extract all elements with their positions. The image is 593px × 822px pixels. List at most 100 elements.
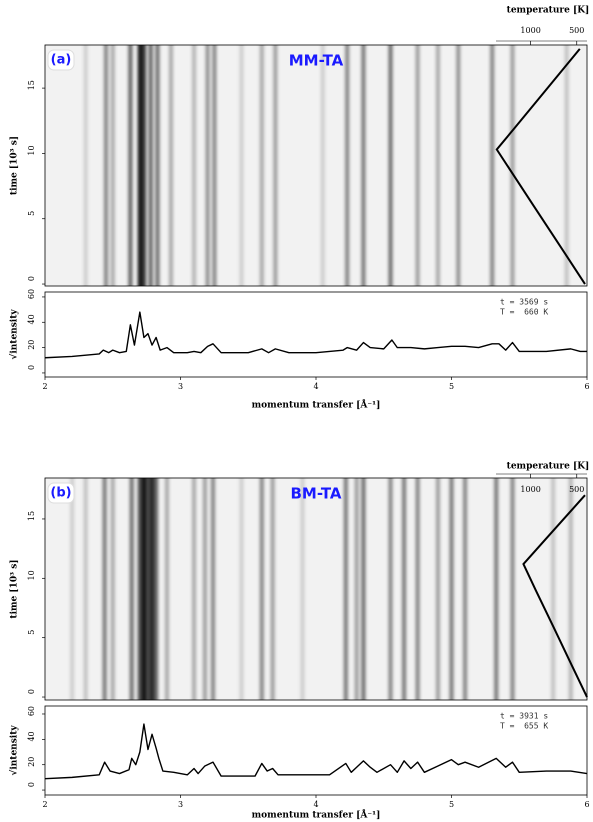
stripe (148, 45, 153, 286)
stripe (154, 478, 159, 700)
stripe (456, 45, 461, 286)
stripe (259, 478, 264, 700)
stripe (259, 45, 264, 286)
stripe (343, 478, 348, 700)
temperature-curve (495, 48, 586, 285)
x-tick-label: 5 (449, 382, 454, 391)
stripe (388, 478, 393, 700)
x-tick-label: 5 (449, 800, 454, 809)
stripe (128, 45, 133, 286)
stripes (83, 45, 569, 286)
stripe (568, 478, 573, 700)
panel-label-box (47, 49, 75, 71)
intensity-line (44, 723, 588, 780)
stripe (415, 45, 420, 286)
stripe (83, 45, 88, 286)
stripe (192, 45, 197, 286)
stripe (239, 478, 244, 700)
panel-label: (b) (50, 486, 71, 501)
stripe (102, 478, 107, 700)
y-tick-label: 15 (27, 80, 36, 90)
x2-tick-label: 500 (569, 26, 584, 35)
y-tick-label: 15 (27, 511, 36, 521)
x-tick-label: 6 (584, 382, 589, 391)
stripe (150, 478, 155, 700)
stripe (70, 478, 75, 700)
stripe (205, 45, 210, 286)
annotation: T = 655 K (500, 722, 548, 731)
stripe (155, 45, 160, 286)
stripe (192, 478, 197, 700)
stripe (110, 478, 115, 700)
plot-frame (44, 44, 588, 287)
stripe (141, 45, 146, 286)
stripe (212, 45, 217, 286)
stripe (494, 478, 499, 700)
y-tick-label: 0 (27, 782, 36, 787)
stripe (169, 45, 174, 286)
stripe (239, 45, 244, 286)
x-tick-label: 2 (42, 382, 47, 391)
stripe (551, 478, 556, 700)
x-tick-label: 3 (178, 382, 183, 391)
stripe (361, 45, 366, 286)
stripe (345, 45, 350, 286)
stripe (354, 478, 359, 700)
x-tick-label: 3 (178, 800, 183, 809)
x-axis-label: momentum transfer [Å⁻¹] (252, 809, 381, 821)
stripe (300, 478, 305, 700)
x-axis-label: momentum transfer [Å⁻¹] (252, 399, 381, 411)
stripe (273, 45, 278, 286)
y-tick-label: 60 (27, 706, 36, 716)
heatmap-background (45, 478, 587, 700)
stripe (564, 45, 569, 286)
stripe (415, 478, 420, 700)
y-tick-label: 5 (27, 630, 36, 635)
y-tick-label: 40 (27, 314, 36, 324)
stripe (137, 45, 142, 286)
x2-axis-label: temperature [K] (507, 462, 590, 472)
heatmap-background (45, 45, 587, 286)
y-tick-label: 60 (27, 289, 36, 299)
y-axis-label: √intensity (9, 725, 20, 776)
plot-background (45, 292, 587, 377)
stripe (510, 478, 515, 700)
y-tick-label: 20 (27, 340, 36, 350)
stripe (463, 478, 468, 700)
annotation: t = 3569 s (500, 298, 548, 307)
x2-tick-label: 500 (569, 485, 584, 494)
y-tick-label: 0 (27, 689, 36, 694)
stripe (490, 45, 495, 286)
stripe (510, 45, 515, 286)
y-axis-label: √intensity (9, 309, 20, 360)
y-tick-label: 10 (27, 145, 36, 155)
x-tick-label: 4 (313, 800, 318, 809)
stripe (449, 478, 454, 700)
stripe (145, 478, 150, 700)
stripe (211, 478, 216, 700)
y-axis-label: time [10³ s] (10, 136, 20, 195)
stripe (103, 45, 108, 286)
stripe (83, 478, 88, 700)
stripe (110, 45, 115, 286)
intensity-line (44, 311, 587, 359)
annotation: T = 660 K (500, 308, 548, 317)
stripe (435, 478, 440, 700)
x2-tick-label: 1000 (520, 26, 540, 35)
stripe (129, 478, 134, 700)
temperature-curve (522, 494, 588, 698)
panel-title: BM-TA (290, 485, 341, 503)
y-tick-label: 20 (27, 757, 36, 767)
stripe (388, 45, 393, 286)
x-tick-label: 4 (313, 382, 318, 391)
plot-background (45, 706, 587, 795)
y-tick-label: 0 (27, 276, 36, 281)
stripe (402, 478, 407, 700)
stripe (164, 478, 169, 700)
y-tick-label: 5 (27, 211, 36, 216)
y-tick-label: 0 (27, 365, 36, 370)
stripe (320, 45, 325, 286)
panel-title: MM-TA (289, 52, 344, 70)
stripe (361, 478, 366, 700)
